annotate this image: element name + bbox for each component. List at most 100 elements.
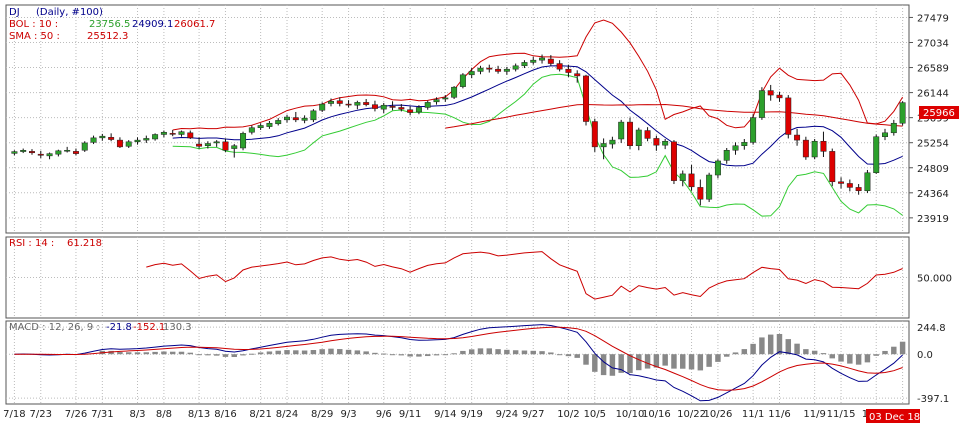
date-tick-label: 10/2 xyxy=(557,409,579,420)
candle-up xyxy=(468,71,475,76)
bollinger-upper-line xyxy=(172,19,904,131)
macd-histogram-bar xyxy=(152,351,158,355)
candle-up xyxy=(873,136,880,174)
candle-down xyxy=(591,121,598,148)
date-tick-label: 10/22 xyxy=(677,409,706,420)
bol-mid-value: 24909.1 xyxy=(132,19,173,30)
candle-up xyxy=(160,131,167,135)
candle-up xyxy=(134,139,141,143)
candle-up xyxy=(152,134,159,140)
candle-down xyxy=(556,63,563,70)
macd-histogram-bar xyxy=(600,354,607,376)
candle-down xyxy=(565,68,572,73)
candle-up xyxy=(539,57,546,61)
candle-down xyxy=(688,173,695,188)
macd-histogram-bar xyxy=(389,354,396,356)
candle-up xyxy=(301,117,308,121)
macd-histogram-bar xyxy=(556,354,563,356)
macd-histogram-bar xyxy=(706,354,712,367)
macd-histogram-bar xyxy=(811,350,818,355)
candle-up xyxy=(284,116,290,121)
bollinger-middle-line xyxy=(172,65,903,167)
macd-histogram-bar xyxy=(565,354,572,357)
macd-histogram-bar xyxy=(627,354,633,374)
candle-up xyxy=(521,62,528,67)
macd-histogram-bar xyxy=(794,343,800,355)
macd-header: MACD : 12, 26, 9 : -21.8 -152.1 130.3 xyxy=(9,322,192,333)
candle-up xyxy=(512,65,519,70)
signal-value: -152.1 xyxy=(133,322,165,333)
macd-histogram-bar xyxy=(222,354,229,357)
price-tick-label: 25699 xyxy=(917,114,949,125)
rsi-header: RSI : 14 : 61.218 xyxy=(9,238,102,249)
candle-down xyxy=(116,139,123,148)
macd-histogram-bar xyxy=(592,354,598,372)
rsi-line xyxy=(146,251,903,300)
macd-histogram-bar xyxy=(257,352,264,355)
macd-histogram-bar xyxy=(688,354,695,370)
price-tick-label: 24809 xyxy=(917,164,949,175)
macd-histogram-bar xyxy=(512,350,519,355)
candle-up xyxy=(99,135,106,139)
candle-down xyxy=(222,141,229,151)
macd-histogram-bar xyxy=(442,354,449,356)
macd-histogram-bar xyxy=(785,339,792,355)
candle-down xyxy=(627,121,633,146)
candle-up xyxy=(706,174,713,200)
macd-histogram-bar xyxy=(310,350,317,355)
candle-up xyxy=(81,142,88,151)
candle-down xyxy=(583,75,589,122)
rsi-value: 61.218 xyxy=(67,238,102,249)
price-badge-text: 25966 xyxy=(923,108,955,119)
macd-histogram-bar xyxy=(539,351,545,355)
macd-histogram-bar xyxy=(451,353,457,355)
macd-histogram-bar xyxy=(521,350,528,355)
macd-histogram-bar xyxy=(319,349,325,355)
period-label: (Daily, #100) xyxy=(36,7,103,18)
macd-histogram-bar xyxy=(776,333,783,355)
sma-value: 25512.3 xyxy=(87,31,128,42)
macd-histogram-bar xyxy=(732,352,739,355)
candle-up xyxy=(266,122,273,127)
macd-histogram-bar xyxy=(899,341,906,355)
candle-up xyxy=(11,151,18,154)
candle-up xyxy=(231,145,238,149)
histogram-value: 130.3 xyxy=(163,322,192,333)
macd-tick-label: 244.8 xyxy=(917,323,946,334)
candle-down xyxy=(486,67,493,70)
candle-up xyxy=(451,86,458,98)
macd-histogram-bar xyxy=(504,349,510,355)
candle-down xyxy=(820,140,827,152)
date-badge-text: 03 Dec 18 xyxy=(869,412,920,423)
macd-histogram-bar xyxy=(680,354,686,369)
macd-histogram-bar xyxy=(847,354,853,364)
macd-tick-label: -397.1 xyxy=(917,394,949,405)
candle-up xyxy=(679,173,686,181)
date-tick-label: 11/1 xyxy=(742,409,764,420)
candle-up xyxy=(143,138,150,141)
candle-down xyxy=(29,151,35,154)
macd-histogram-bar xyxy=(249,353,255,355)
candle-down xyxy=(389,106,396,108)
macd-histogram-bar xyxy=(108,350,114,355)
macd-histogram-bar xyxy=(398,354,405,356)
date-tick-label: 10/26 xyxy=(704,409,733,420)
date-tick-label: 9/27 xyxy=(522,409,544,420)
candle-down xyxy=(697,187,704,200)
macd-histogram-bar xyxy=(495,349,501,355)
date-tick-label: 7/31 xyxy=(91,409,113,420)
symbol-label: DJ xyxy=(9,7,20,18)
macd-histogram-bar xyxy=(407,354,413,357)
macd-value: -21.8 xyxy=(106,322,132,333)
macd-histogram-bar xyxy=(530,350,536,355)
candle-down xyxy=(785,97,792,135)
candle-down xyxy=(802,139,809,158)
macd-histogram-bar xyxy=(548,352,554,355)
date-tick-label: 7/23 xyxy=(30,409,52,420)
macd-histogram-bar xyxy=(275,350,281,355)
candle-up xyxy=(618,121,625,140)
date-tick-label: 11/6 xyxy=(768,409,790,420)
date-tick-label: 9/6 xyxy=(376,409,392,420)
axis-labels: 27479 27034 26589 26144 25699 25254 24809 24364… xyxy=(3,13,952,420)
